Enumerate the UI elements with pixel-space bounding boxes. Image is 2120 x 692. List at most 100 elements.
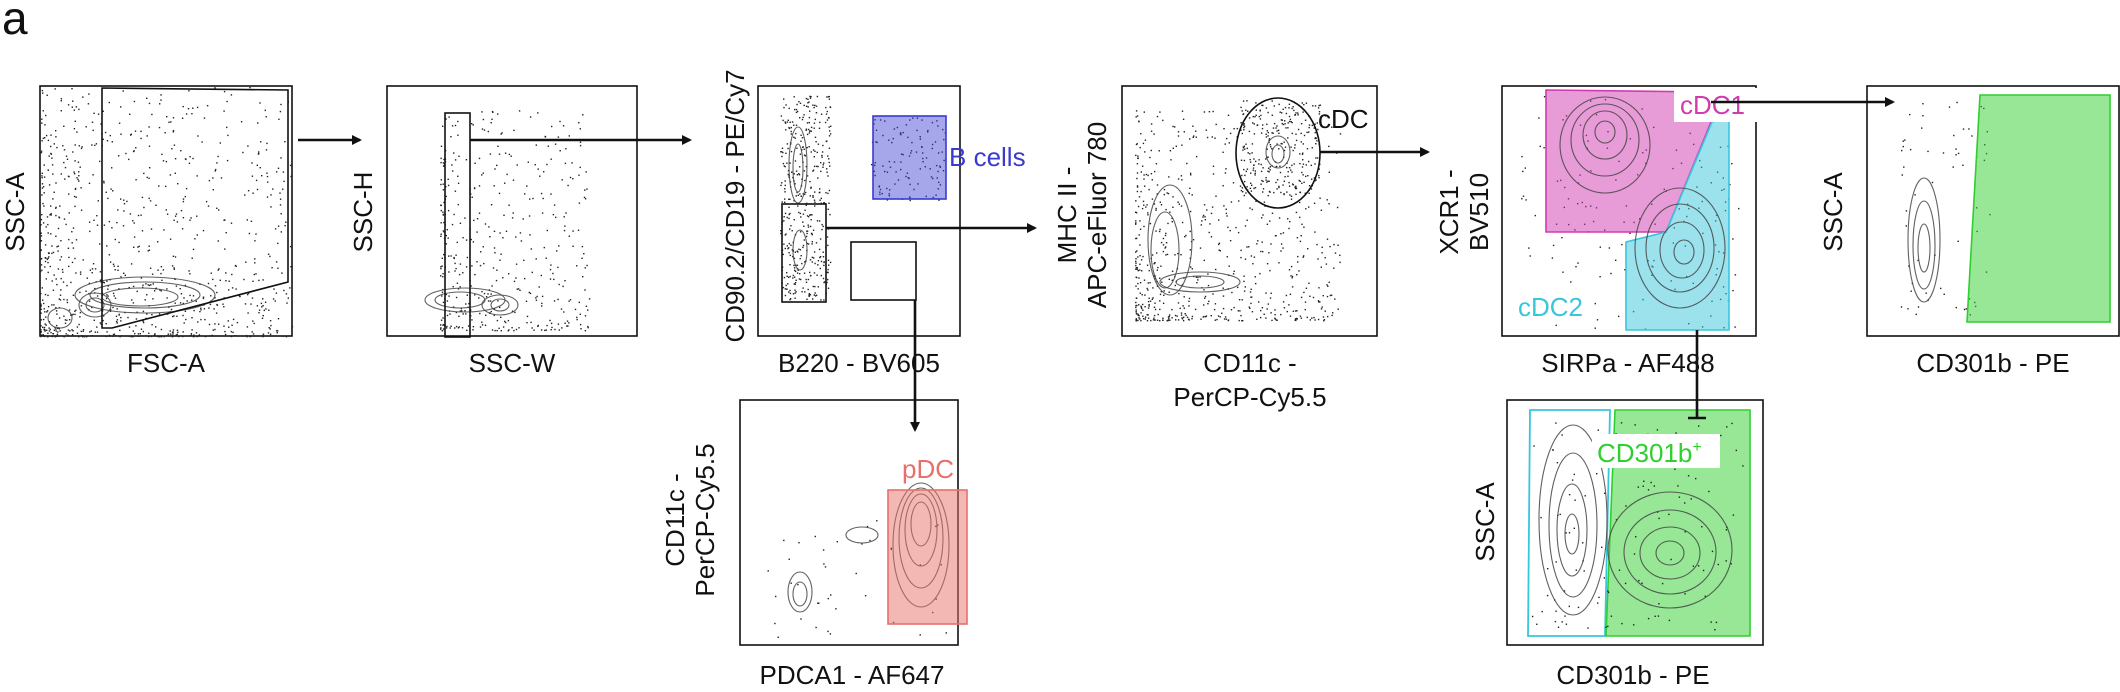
event-dot [1167, 222, 1169, 225]
event-dot [579, 323, 582, 326]
event-dot [1283, 193, 1285, 195]
event-dot [1730, 563, 1732, 565]
event-dot [1308, 124, 1311, 126]
event-dot [1177, 319, 1180, 321]
event-dot [1286, 310, 1288, 313]
event-dot [1318, 287, 1320, 289]
event-dot [171, 148, 173, 150]
event-dot [1177, 252, 1179, 255]
event-dot [452, 306, 455, 308]
event-dot [1955, 306, 1957, 309]
event-dot [532, 197, 534, 200]
event-dot [774, 622, 776, 625]
event-dot [68, 238, 70, 241]
event-dot [1914, 194, 1916, 196]
event-dot [1159, 111, 1161, 113]
event-dot [1206, 209, 1208, 211]
event-dot [1203, 289, 1205, 291]
event-dot [496, 269, 498, 271]
event-dot [1573, 527, 1575, 529]
event-dot [462, 272, 464, 274]
event-dot [1289, 315, 1292, 317]
event-dot [55, 206, 57, 209]
event-dot [1317, 107, 1320, 109]
event-dot [783, 220, 785, 222]
event-dot [120, 316, 122, 319]
event-dot [1135, 200, 1137, 202]
event-dot [1610, 272, 1612, 275]
event-dot [1269, 169, 1271, 171]
event-dot [1962, 164, 1964, 166]
event-dot [1302, 143, 1304, 145]
event-dot [470, 238, 472, 241]
event-dot [1272, 132, 1274, 134]
event-dot [46, 311, 48, 313]
event-dot [147, 250, 149, 252]
event-dot [827, 192, 829, 195]
event-dot [1296, 274, 1298, 276]
event-dot [789, 162, 791, 164]
event-dot [1901, 149, 1903, 152]
event-dot [249, 335, 252, 338]
event-dot [1144, 151, 1146, 153]
event-dot [1285, 112, 1288, 115]
event-dot [1158, 230, 1161, 233]
event-dot [155, 326, 157, 328]
event-dot [1137, 319, 1139, 322]
event-dot [572, 230, 574, 232]
event-dot [63, 125, 65, 127]
event-dot [47, 271, 49, 274]
event-dot [1298, 270, 1300, 272]
event-dot [1284, 146, 1287, 148]
event-dot [46, 329, 48, 331]
event-dot [807, 98, 809, 100]
event-dot [170, 308, 173, 311]
y-axis-label-line1: XCR1 - [1434, 169, 1464, 254]
event-dot [40, 331, 42, 334]
event-dot [811, 243, 813, 245]
event-dot [478, 157, 481, 160]
event-dot [1191, 194, 1193, 196]
event-dot [1249, 207, 1251, 209]
event-dot [807, 128, 810, 131]
event-dot [118, 155, 120, 157]
event-dot [174, 215, 177, 217]
event-dot [72, 100, 74, 102]
event-dot [794, 276, 796, 278]
event-dot [566, 325, 568, 327]
event-dot [482, 172, 484, 174]
event-dot [1205, 315, 1208, 317]
event-dot [554, 143, 557, 145]
event-dot [1331, 314, 1333, 317]
event-dot [781, 151, 783, 153]
event-dot [1141, 207, 1144, 210]
event-dot [112, 292, 115, 295]
event-dot [1525, 199, 1527, 201]
event-dot [149, 167, 151, 169]
event-dot [510, 155, 512, 157]
event-dot [799, 231, 802, 233]
event-dot [66, 299, 68, 301]
event-dot [1159, 293, 1162, 296]
event-dot [80, 147, 83, 150]
event-dot [1150, 319, 1152, 322]
event-dot [805, 165, 807, 168]
event-dot [1658, 603, 1660, 605]
event-dot [40, 335, 42, 338]
event-dot [1715, 621, 1718, 624]
event-dot [157, 335, 159, 338]
event-dot [564, 225, 566, 227]
event-dot [1153, 314, 1156, 317]
event-dot [1267, 135, 1269, 137]
event-dot [142, 286, 144, 289]
event-dot [448, 271, 450, 273]
event-dot [496, 319, 499, 322]
event-dot [786, 121, 789, 123]
event-dot [457, 120, 459, 123]
event-dot [499, 259, 501, 261]
event-dot [1138, 234, 1140, 236]
event-dot [78, 175, 80, 177]
y-axis-label-line2: APC-eFluor 780 [1082, 122, 1112, 308]
event-dot [921, 146, 923, 148]
event-dot [583, 253, 585, 255]
